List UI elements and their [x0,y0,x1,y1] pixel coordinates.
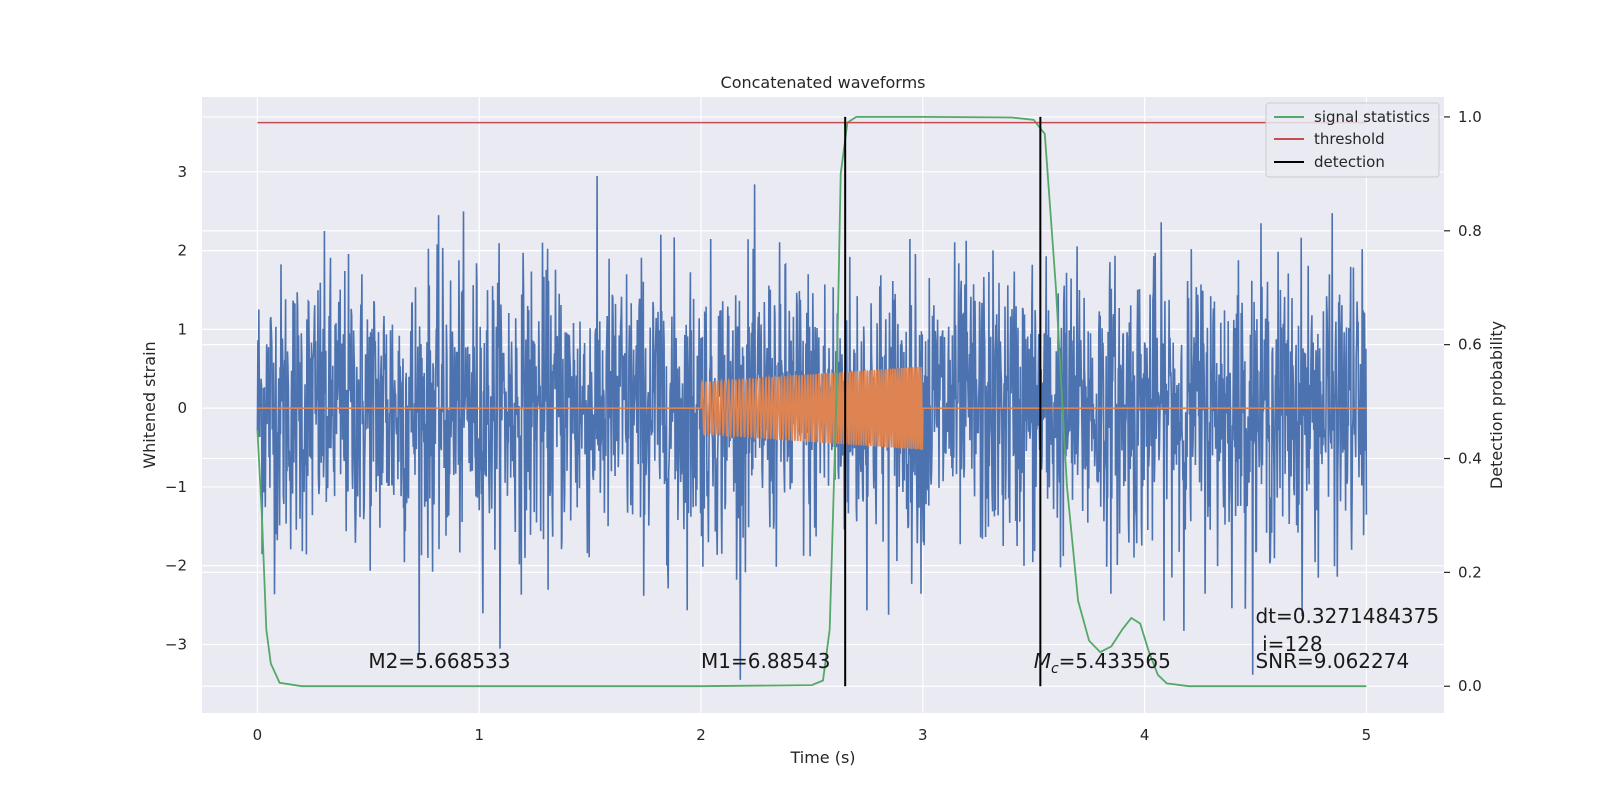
x-tick-label: 2 [696,726,706,744]
series-signal-statistics-line [256,116,1367,688]
series-chirp-line [257,366,1367,450]
x-tick-label: 4 [1140,726,1150,744]
x-tick-label: 0 [253,726,263,744]
y-axis-label: Whitened strain [140,341,159,468]
annotation-label: i=128 [1262,632,1323,656]
y-tick-label: 2 [177,242,187,260]
annotation-label: Mc=5.433565 [1034,649,1171,677]
series-detection-lines [844,116,1042,687]
legend-box [1265,102,1440,178]
y-right-tick-label: 0.0 [1458,677,1482,695]
y-right-tick-label: 0.2 [1458,563,1482,581]
x-axis-label: Time (s) [789,748,855,767]
legend-label-signal-statistics: signal statistics [1314,108,1430,126]
annotation-label: dt=0.3271484375 [1255,604,1439,628]
legend: signal statistics threshold detection [1265,102,1440,178]
x-axis-ticks: 0 1 2 3 4 5 [253,726,1371,744]
y-axis-right-label: Detection probability [1487,321,1506,489]
x-tick-label: 5 [1362,726,1372,744]
y-right-tick-label: 0.8 [1458,222,1482,240]
y-tick-label: −2 [165,557,187,575]
x-tick-label: 3 [918,726,928,744]
annotation-label: M2=5.668533 [368,649,510,673]
annotations: M2=5.668533 M1=6.88543 Mc=5.433565 dt=0.327… [368,604,1439,677]
y-right-tick-label: 1.0 [1458,108,1482,126]
plot-area [256,116,1368,688]
x-tick-label: 1 [474,726,484,744]
y-axis-ticks: −3 −2 −1 0 1 2 3 [165,163,187,654]
annotation-label: M1=6.88543 [701,649,830,673]
y-right-tick-label: 0.6 [1458,336,1482,354]
y-tick-label: −1 [165,478,187,496]
y-tick-label: 1 [177,320,187,338]
annotation-label: SNR=9.062274 [1255,649,1409,673]
y-right-tick-label: 0.4 [1458,450,1482,468]
chart-title: Concatenated waveforms [721,73,926,92]
series-noise-line [256,175,1368,680]
legend-label-threshold: threshold [1314,130,1385,148]
legend-label-detection: detection [1314,153,1385,171]
y-axis-right-ticks: 0.0 0.2 0.4 0.6 0.8 1.0 [1444,108,1482,695]
y-tick-label: 3 [177,163,187,181]
y-tick-label: −3 [165,635,187,653]
y-tick-label: 0 [177,399,187,417]
